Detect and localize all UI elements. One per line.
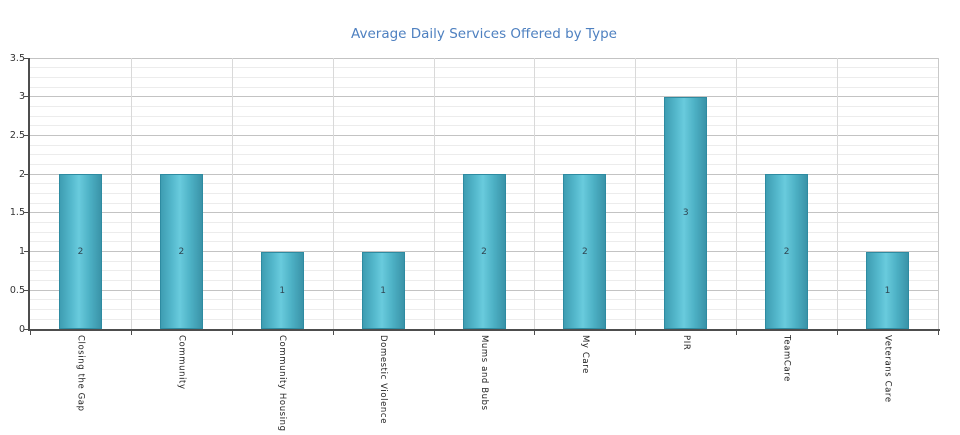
- x-tick-mark: [231, 331, 233, 335]
- x-axis-line: [28, 329, 940, 331]
- y-tick-mark: [24, 328, 29, 330]
- x-axis-label: My Care: [579, 335, 590, 374]
- y-tick-label: 3: [18, 91, 25, 103]
- y-tick-mark: [24, 212, 29, 214]
- x-axis-label: Domestic Violence: [378, 335, 389, 425]
- chart-title: Average Daily Services Offered by Type: [351, 26, 617, 42]
- y-tick-label: 0: [18, 323, 25, 335]
- bar[interactable]: 2: [159, 174, 203, 329]
- gridline-major: [30, 57, 938, 59]
- x-axis-label: PIR: [680, 335, 691, 351]
- plot-right-border: [938, 58, 939, 329]
- gridline-minor: [30, 76, 938, 78]
- y-tick-label: 1.5: [9, 207, 25, 219]
- gridline-vertical: [433, 58, 435, 329]
- bar[interactable]: 1: [260, 252, 304, 329]
- x-axis-label: Closing the Gap: [75, 335, 86, 412]
- gridline-vertical: [736, 58, 738, 329]
- plot-area: 2 2 1 1 2 2 3 2 1: [30, 57, 938, 329]
- bar[interactable]: 2: [765, 174, 809, 329]
- gridline-minor: [30, 144, 938, 146]
- gridline-minor: [30, 154, 938, 156]
- bar-value-label: 2: [783, 246, 790, 257]
- y-tick-label: 2: [18, 168, 25, 180]
- gridline-major: [30, 96, 938, 98]
- x-tick-mark: [332, 331, 334, 335]
- bar-value-label: 2: [582, 246, 588, 257]
- x-axis-label: Community: [176, 335, 187, 390]
- bar[interactable]: 1: [866, 252, 910, 329]
- gridline-minor: [30, 105, 938, 107]
- gridline-minor: [30, 86, 938, 88]
- bar[interactable]: 3: [664, 97, 708, 329]
- gridline-vertical: [534, 58, 536, 329]
- y-tick-mark: [24, 57, 29, 59]
- gridline-vertical: [130, 58, 132, 329]
- x-tick-mark: [130, 331, 132, 335]
- bar-value-label: 1: [279, 285, 286, 296]
- bar-value-label: 3: [682, 208, 689, 218]
- gridline-minor: [30, 125, 938, 127]
- x-axis-label: Veterans Care: [882, 335, 893, 403]
- bar-value-label: 2: [77, 246, 84, 257]
- gridline-minor: [30, 67, 938, 69]
- x-axis-label: Community Housing: [277, 335, 288, 432]
- y-tick-label: 0.5: [9, 284, 25, 296]
- gridline-vertical: [837, 58, 839, 329]
- x-tick-mark: [736, 331, 738, 335]
- gridline-major: [30, 134, 938, 136]
- bar[interactable]: 1: [361, 252, 405, 329]
- bar[interactable]: 2: [462, 174, 506, 329]
- x-tick-mark: [837, 331, 839, 335]
- gridline-minor: [30, 163, 938, 165]
- bar[interactable]: 2: [58, 174, 102, 329]
- gridline-vertical: [332, 58, 334, 329]
- bar-value-label: 1: [380, 285, 386, 296]
- bar[interactable]: 2: [563, 174, 607, 329]
- bar-value-label: 1: [884, 285, 891, 296]
- x-tick-mark: [30, 331, 31, 335]
- y-tick-mark: [24, 173, 29, 175]
- x-tick-mark: [534, 331, 536, 335]
- y-tick-mark: [24, 251, 29, 253]
- bar-value-label: 2: [178, 246, 185, 257]
- x-tick-mark: [433, 331, 435, 335]
- x-axis-label: Mums and Bubs: [479, 335, 489, 411]
- y-tick-mark: [24, 289, 29, 291]
- x-tick-mark: [635, 331, 637, 335]
- y-tick-label: 1: [18, 246, 25, 258]
- bar-value-label: 2: [481, 246, 487, 257]
- y-tick-label: 3.5: [9, 52, 25, 64]
- y-tick-mark: [24, 96, 29, 98]
- gridline-vertical: [635, 58, 637, 329]
- gridline-minor: [30, 115, 938, 117]
- y-tick-mark: [24, 134, 29, 136]
- y-tick-label: 2.5: [9, 129, 25, 141]
- x-axis-label: TeamCare: [781, 335, 792, 382]
- gridline-vertical: [231, 58, 233, 329]
- x-tick-mark: [938, 331, 939, 335]
- y-axis-line: [28, 58, 30, 331]
